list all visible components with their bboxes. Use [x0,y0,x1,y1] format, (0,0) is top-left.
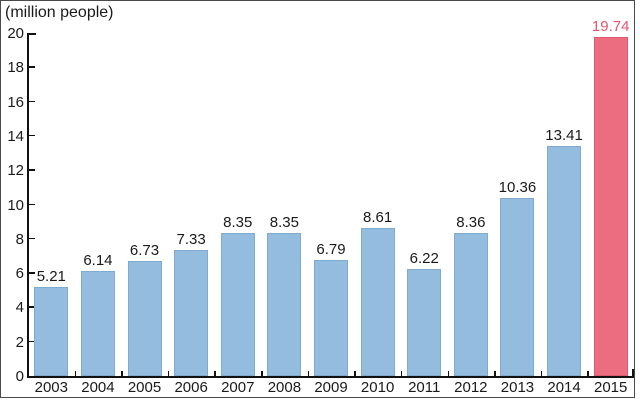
x-axis-tick [354,371,356,376]
y-axis-tick [29,100,35,103]
x-axis-line [27,376,634,378]
bar-2008 [267,232,302,376]
x-axis-tick [494,371,496,376]
x-axis-tick [307,371,310,376]
x-axis-tick [447,371,450,376]
y-axis-tick-label: 6 [15,265,24,283]
bar-2014 [547,146,582,376]
bar-2007 [220,232,255,376]
y-axis-tick [29,169,35,171]
y-axis-tick [29,306,35,308]
x-axis-label: 2006 [174,379,208,396]
x-axis-label: 2009 [314,379,348,396]
x-axis-label: 2013 [500,379,535,396]
bar-value-label: 6.73 [129,241,160,259]
bar-value-label: 8.36 [456,213,486,231]
bar-value-label: 7.33 [176,231,206,249]
y-axis-tick-label: 10 [7,196,24,214]
y-axis-tick [29,272,35,274]
y-axis-tick [29,237,35,240]
y-axis-tick-label: 18 [7,59,24,77]
x-axis-label: 2015 [594,379,628,396]
x-axis-label: 2007 [221,379,255,396]
y-axis-tick-label: 16 [7,93,24,111]
bar-value-label: 19.74 [591,18,630,36]
y-axis-tick [29,66,35,68]
x-axis-label: 2012 [454,379,488,396]
bar-2005 [127,260,162,376]
y-axis-unit-label: (million people) [5,4,114,21]
y-axis-tick-label: 2 [15,333,24,351]
x-axis-tick [261,371,263,376]
x-axis-label: 2010 [360,379,395,396]
y-axis-tick [29,340,35,343]
bar-2003 [34,286,69,376]
bar-value-label: 10.36 [498,179,537,197]
x-axis-label: 2011 [408,379,441,396]
x-axis-tick [214,371,216,376]
x-axis-tick [632,369,634,376]
x-axis-label: 2003 [34,379,68,396]
y-axis-line [27,33,29,378]
x-axis-tick [587,371,589,376]
y-axis-tick [29,203,35,205]
y-axis-tick-label: 8 [15,230,24,248]
bar-value-label: 6.79 [316,240,346,258]
x-axis-label: 2014 [547,379,581,396]
x-axis-tick [400,371,403,376]
bar-2015 [593,37,628,376]
x-axis-tick [74,371,77,376]
bar-2009 [314,259,348,376]
x-axis-label: 2008 [267,379,302,396]
x-axis-tick [167,371,170,376]
y-axis-tick-label: 0 [15,368,24,385]
bar-value-label: 8.61 [363,209,393,227]
bar-2010 [360,228,395,376]
y-axis-tick-label: 12 [7,162,24,180]
bar-value-label: 6.22 [409,250,439,268]
bar-value-label: 5.21 [36,267,66,285]
y-axis-tick [29,134,35,137]
y-axis-tick-label: 20 [7,25,24,42]
x-axis-label: 2004 [81,379,115,396]
bar-value-label: 6.14 [83,251,113,269]
bar-2013 [500,198,535,376]
bar-2006 [174,250,209,376]
bar-value-label: 13.41 [545,127,583,145]
y-axis-tick-label: 14 [7,127,24,145]
bar-2012 [453,232,488,376]
bar-value-label: 8.35 [269,213,299,231]
y-axis-tick [29,33,36,35]
x-axis-tick [121,371,123,376]
y-axis-tick-label: 4 [15,299,24,317]
x-axis-label: 2005 [127,379,162,396]
bar-value-label: 8.35 [223,213,253,231]
x-axis-tick [540,371,543,376]
bar-2011 [407,269,442,376]
bar-2004 [80,270,115,376]
